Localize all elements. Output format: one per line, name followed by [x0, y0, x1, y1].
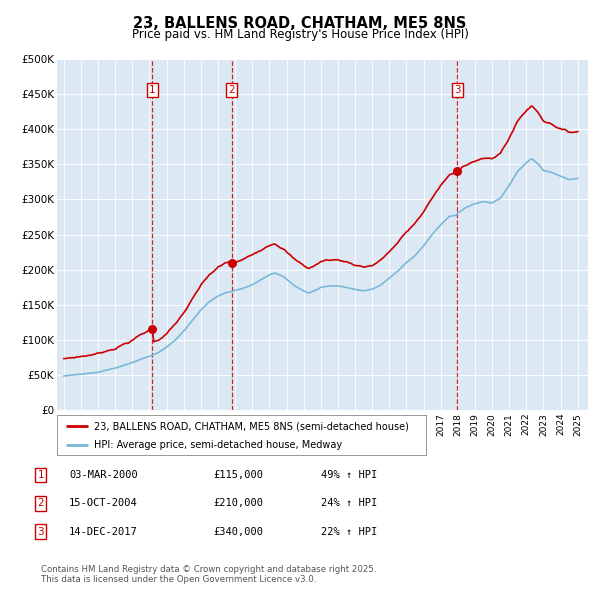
- Text: 49% ↑ HPI: 49% ↑ HPI: [321, 470, 377, 480]
- Text: £210,000: £210,000: [213, 499, 263, 508]
- Text: HPI: Average price, semi-detached house, Medway: HPI: Average price, semi-detached house,…: [94, 440, 342, 450]
- Text: 03-MAR-2000: 03-MAR-2000: [69, 470, 138, 480]
- Text: 22% ↑ HPI: 22% ↑ HPI: [321, 527, 377, 536]
- Text: 14-DEC-2017: 14-DEC-2017: [69, 527, 138, 536]
- Text: 3: 3: [454, 85, 460, 95]
- Text: 23, BALLENS ROAD, CHATHAM, ME5 8NS (semi-detached house): 23, BALLENS ROAD, CHATHAM, ME5 8NS (semi…: [94, 421, 409, 431]
- Text: Price paid vs. HM Land Registry's House Price Index (HPI): Price paid vs. HM Land Registry's House …: [131, 28, 469, 41]
- Text: 1: 1: [37, 470, 44, 480]
- Text: 3: 3: [37, 527, 44, 536]
- Text: 15-OCT-2004: 15-OCT-2004: [69, 499, 138, 508]
- Text: 24% ↑ HPI: 24% ↑ HPI: [321, 499, 377, 508]
- Text: £115,000: £115,000: [213, 470, 263, 480]
- Text: 1: 1: [149, 85, 156, 95]
- Text: £340,000: £340,000: [213, 527, 263, 536]
- Text: 23, BALLENS ROAD, CHATHAM, ME5 8NS: 23, BALLENS ROAD, CHATHAM, ME5 8NS: [133, 16, 467, 31]
- Text: 2: 2: [228, 85, 235, 95]
- Text: 2: 2: [37, 499, 44, 508]
- Text: Contains HM Land Registry data © Crown copyright and database right 2025.
This d: Contains HM Land Registry data © Crown c…: [41, 565, 376, 584]
